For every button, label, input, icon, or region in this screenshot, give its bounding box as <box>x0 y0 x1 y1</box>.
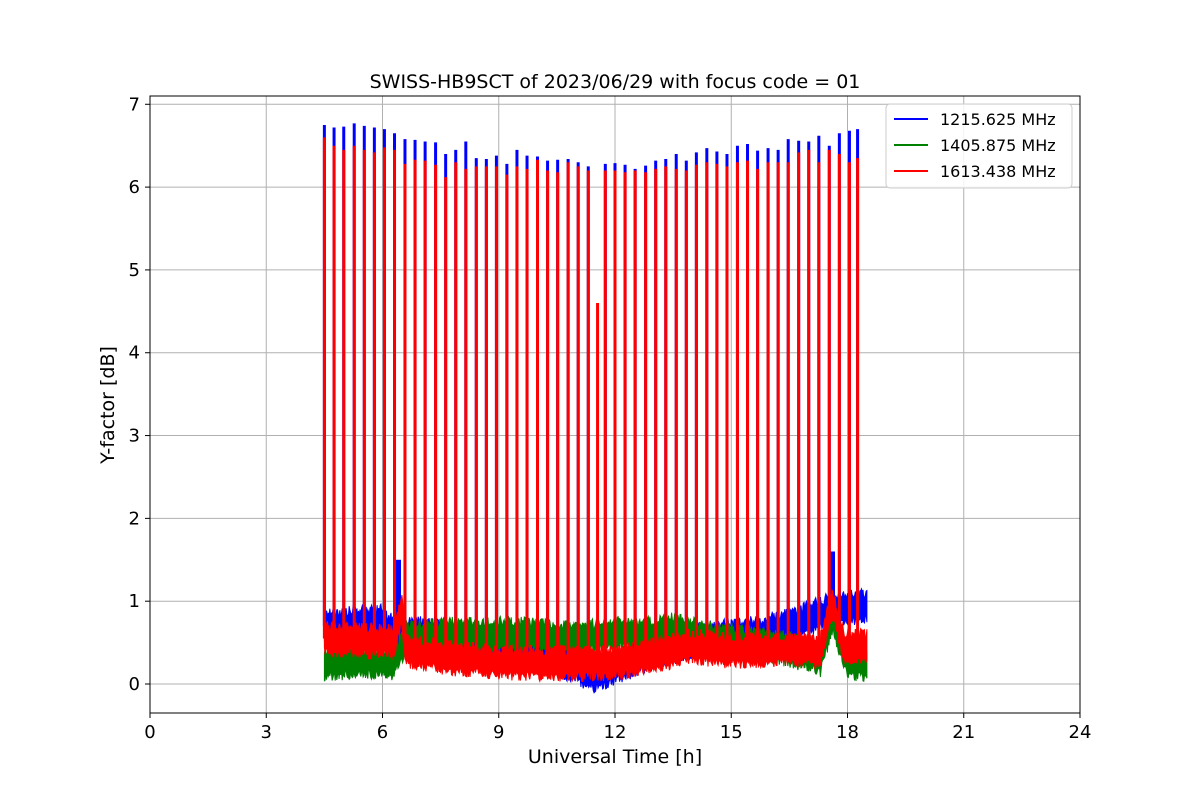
y-axis-label: Y-factor [dB] <box>97 346 119 465</box>
legend-entry: 1613.438 MHz <box>940 162 1056 181</box>
y-tick-label: 0 <box>129 674 140 695</box>
x-tick-label: 18 <box>836 722 859 743</box>
x-tick-label: 12 <box>604 722 627 743</box>
x-tick-label: 9 <box>493 722 504 743</box>
x-axis-label: Universal Time [h] <box>528 746 702 768</box>
legend: 1215.625 MHz 1405.875 MHz 1613.438 MHz <box>885 103 1073 189</box>
x-tick-label: 21 <box>952 722 975 743</box>
x-tick-label: 6 <box>377 722 388 743</box>
y-tick-label: 6 <box>129 177 140 198</box>
y-tick-label: 4 <box>129 343 140 364</box>
legend-entry: 1405.875 MHz <box>940 136 1056 155</box>
series-bump <box>829 551 835 610</box>
y-tick-label: 2 <box>129 508 140 529</box>
chart-title: SWISS-HB9SCT of 2023/06/29 with focus co… <box>370 71 861 93</box>
x-tick-label: 3 <box>261 722 272 743</box>
y-tick-label: 1 <box>129 591 140 612</box>
series-bump <box>395 559 401 635</box>
x-tick-label: 0 <box>144 722 155 743</box>
series-3 <box>322 137 868 683</box>
y-tick-label: 3 <box>129 426 140 447</box>
y-tick-label: 7 <box>129 94 140 115</box>
plot-area <box>322 123 868 694</box>
legend-entry: 1215.625 MHz <box>940 110 1056 129</box>
x-tick-label: 24 <box>1069 722 1092 743</box>
x-tick-label: 15 <box>720 722 743 743</box>
legend-box <box>885 103 1073 189</box>
y-tick-label: 5 <box>129 260 140 281</box>
